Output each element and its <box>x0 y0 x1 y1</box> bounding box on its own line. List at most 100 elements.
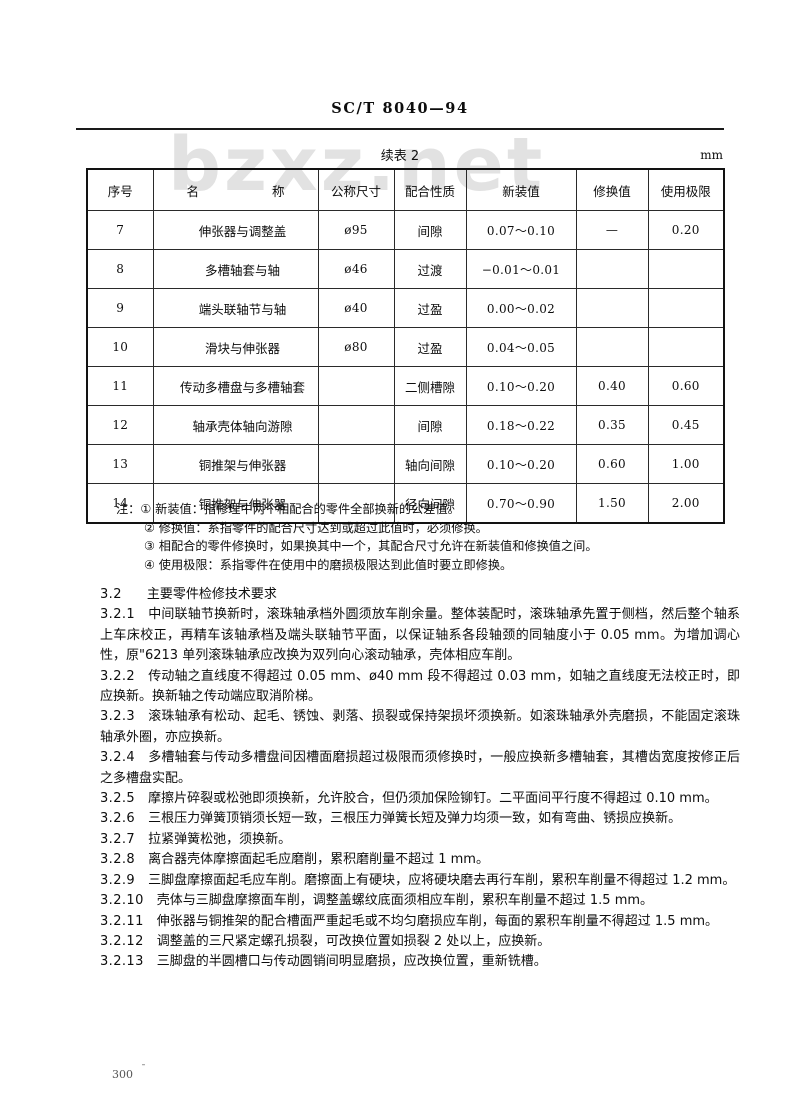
clause-3-2-8: 3.2.8 离合器壳体摩擦面起毛应磨削，累积磨削量不超过 1 mm。 <box>100 850 740 870</box>
cell-serial: 10 <box>86 327 154 367</box>
clause-3-2-9: 3.2.9 三脚盘摩擦面起毛应车削。磨擦面上有硬块，应将硬块磨去再行车削，累积车削… <box>100 871 740 891</box>
cell-serial: 7 <box>86 210 154 250</box>
notes-label: 注： <box>116 502 141 516</box>
cell-fit-type: 径向间隙 <box>393 483 467 524</box>
cell-new-value: 0.70～0.90 <box>465 483 577 524</box>
clause-text: 壳体与三脚盘摩擦面车削，调整盖螺纹底面须相应车削，累积车削量不超过 1.5 mm… <box>156 893 654 909</box>
table-row: 12 轴承壳体轴向游隙 间隙 0.18～0.22 0.35 0.45 <box>86 405 725 445</box>
clause-number: 3.2.12 <box>100 933 144 949</box>
cell-nominal-size: ø46 <box>317 249 395 289</box>
table-header-row: 序号 名 称 公称尺寸 配合性质 新装值 修换值 使用极限 <box>86 168 725 211</box>
table-row: 13 铜推架与伸张器 轴向间隙 0.10～0.20 0.60 1.00 <box>86 444 725 484</box>
cell-fit-type: 间隙 <box>393 405 467 445</box>
note-item: 注：① 新装值：指修理中两个相配合的零件全部换新的公差值。 <box>116 500 756 519</box>
clause-number: 3.2.13 <box>100 954 144 970</box>
cell-fit-type: 过盈 <box>393 288 467 328</box>
cell-nominal-size <box>317 444 395 484</box>
section-heading: 3.2 主要零件检修技术要求 <box>100 585 740 605</box>
clause-text: 摩擦片碎裂或松弛即须换新，允许胶合，但仍须加保险铆钉。二平面间平行度不得超过 0… <box>148 791 718 807</box>
spec-table: 序号 名 称 公称尺寸 配合性质 新装值 修换值 使用极限 7 伸张器与调整盖 … <box>86 168 725 524</box>
col-header-wear-limit: 使用极限 <box>647 168 725 211</box>
clause-text: 三脚盘的半圆槽口与传动圆销间明显磨损，应改换位置，重新铣槽。 <box>156 954 547 970</box>
cell-repair-value: 0.60 <box>575 444 649 484</box>
cell-name: 端头联轴节与轴 <box>152 288 319 328</box>
clause-3-2-12: 3.2.12 调整盖的三尺紧定螺孔损裂，可改换位置如损裂 2 处以上，应换新。 <box>100 932 740 952</box>
cell-new-value: 0.18～0.22 <box>465 405 577 445</box>
cell-serial: 14 <box>86 483 154 524</box>
clause-text: 多槽轴套与传动多槽盘间因槽面磨损超过极限而须修换时，一般应换新多槽轴套，其槽齿宽… <box>100 750 740 786</box>
clause-number: 3.2.9 <box>100 872 136 888</box>
cell-new-value: 0.04～0.05 <box>465 327 577 367</box>
cell-repair-value: 0.40 <box>575 366 649 406</box>
clause-text: 拉紧弹簧松弛，须换新。 <box>148 831 292 847</box>
cell-name: 铜推架与伸张器 <box>152 483 319 524</box>
clause-text: 离合器壳体摩擦面起毛应磨削，累积磨削量不超过 1 mm。 <box>148 852 489 868</box>
section-title: 主要零件检修技术要求 <box>146 587 277 602</box>
cell-wear-limit: 1.00 <box>647 444 725 484</box>
cell-serial: 12 <box>86 405 154 445</box>
cell-serial: 11 <box>86 366 154 406</box>
cell-wear-limit <box>647 249 725 289</box>
spec-table-head: 序号 名 称 公称尺寸 配合性质 新装值 修换值 使用极限 <box>86 168 725 211</box>
cell-repair-value: 0.35 <box>575 405 649 445</box>
table-row: 8 多槽轴套与轴 ø46 过渡 −0.01～0.01 <box>86 249 725 289</box>
col-header-serial: 序号 <box>86 168 154 211</box>
col-header-nominal-size: 公称尺寸 <box>317 168 395 211</box>
cell-new-value: 0.00～0.02 <box>465 288 577 328</box>
cell-wear-limit <box>647 327 725 367</box>
clause-text: 滚珠轴承有松动、起毛、锈蚀、剥落、损裂或保持架损坏须换新。如滚珠轴承外壳磨损，不… <box>100 709 740 745</box>
cell-fit-type: 轴向间隙 <box>393 444 467 484</box>
clause-3-2-11: 3.2.11 伸张器与铜推架的配合槽面严重起毛或不均匀磨损应车削，每面的累积车削量… <box>100 912 740 932</box>
table-row: 11 传动多槽盘与多槽轴套 二侧槽隙 0.10～0.20 0.40 0.60 <box>86 366 725 406</box>
cell-new-value: 0.10～0.20 <box>465 366 577 406</box>
page-number-mark: ˉ <box>139 1064 146 1075</box>
cell-name: 铜推架与伸张器 <box>152 444 319 484</box>
clause-number: 3.2.4 <box>100 750 136 766</box>
clause-3-2-13: 3.2.13 三脚盘的半圆槽口与传动圆销间明显磨损，应改换位置，重新铣槽。 <box>100 952 740 972</box>
cell-nominal-size: ø40 <box>317 288 395 328</box>
cell-new-value: 0.07～0.10 <box>465 210 577 250</box>
clause-3-2-4: 3.2.4 多槽轴套与传动多槽盘间因槽面磨损超过极限而须修换时，一般应换新多槽轴套… <box>100 748 740 789</box>
clause-3-2-7: 3.2.7 拉紧弹簧松弛，须换新。 <box>100 830 740 850</box>
cell-wear-limit: 0.20 <box>647 210 725 250</box>
cell-repair-value <box>575 288 649 328</box>
cell-serial: 9 <box>86 288 154 328</box>
clause-number: 3.2.11 <box>100 913 144 929</box>
clause-number: 3.2.2 <box>100 668 136 684</box>
col-header-repair-value: 修换值 <box>575 168 649 211</box>
cell-new-value: −0.01～0.01 <box>465 249 577 289</box>
table-row: 14 铜推架与伸张器 径向间隙 0.70～0.90 1.50 2.00 <box>86 483 725 524</box>
clause-3-2-6: 3.2.6 三根压力弹簧顶销须长短一致，三根压力弹簧长短及弹力均须一致，如有弯曲、… <box>100 809 740 829</box>
spec-table-wrapper: 序号 名 称 公称尺寸 配合性质 新装值 修换值 使用极限 7 伸张器与调整盖 … <box>86 168 725 524</box>
cell-name: 传动多槽盘与多槽轴套 <box>152 366 319 406</box>
cell-nominal-size <box>317 483 395 524</box>
cell-serial: 8 <box>86 249 154 289</box>
col-header-name: 名 称 <box>152 168 319 211</box>
cell-wear-limit: 2.00 <box>647 483 725 524</box>
cell-fit-type: 间隙 <box>393 210 467 250</box>
clause-text: 调整盖的三尺紧定螺孔损裂，可改换位置如损裂 2 处以上，应换新。 <box>156 933 551 949</box>
body-content: 3.2 主要零件检修技术要求 3.2.1 中间联轴节换新时，滚珠轴承档外圆须放车削余… <box>100 585 740 973</box>
table-row: 7 伸张器与调整盖 ø95 间隙 0.07～0.10 — 0.20 <box>86 210 725 250</box>
cell-wear-limit: 0.60 <box>647 366 725 406</box>
clause-text: 三脚盘摩擦面起毛应车削。磨擦面上有硬块，应将硬块磨去再行车削，累积车削量不得超过… <box>148 872 736 888</box>
cell-nominal-size <box>317 405 395 445</box>
cell-nominal-size <box>317 366 395 406</box>
clause-text: 中间联轴节换新时，滚珠轴承档外圆须放车削余量。整体装配时，滚珠轴承先置于侧档，然… <box>100 607 740 664</box>
clause-number: 3.2.6 <box>100 811 136 827</box>
cell-repair-value: — <box>575 210 649 250</box>
cell-name: 轴承壳体轴向游隙 <box>152 405 319 445</box>
cell-wear-limit: 0.45 <box>647 405 725 445</box>
note-item: ④ 使用极限：系指零件在使用中的磨损极限达到此值时要立即修换。 <box>144 557 513 572</box>
cell-repair-value <box>575 249 649 289</box>
clause-number: 3.2.5 <box>100 791 136 807</box>
table-row: 10 滑块与伸张器 ø80 过盈 0.04～0.05 <box>86 327 725 367</box>
table-caption: 续表 2 <box>380 149 420 164</box>
table-row: 9 端头联轴节与轴 ø40 过盈 0.00～0.02 <box>86 288 725 328</box>
cell-name: 多槽轴套与轴 <box>152 249 319 289</box>
cell-nominal-size: ø80 <box>317 327 395 367</box>
cell-repair-value: 1.50 <box>575 483 649 524</box>
cell-nominal-size: ø95 <box>317 210 395 250</box>
page-number: 300 <box>112 1068 133 1081</box>
